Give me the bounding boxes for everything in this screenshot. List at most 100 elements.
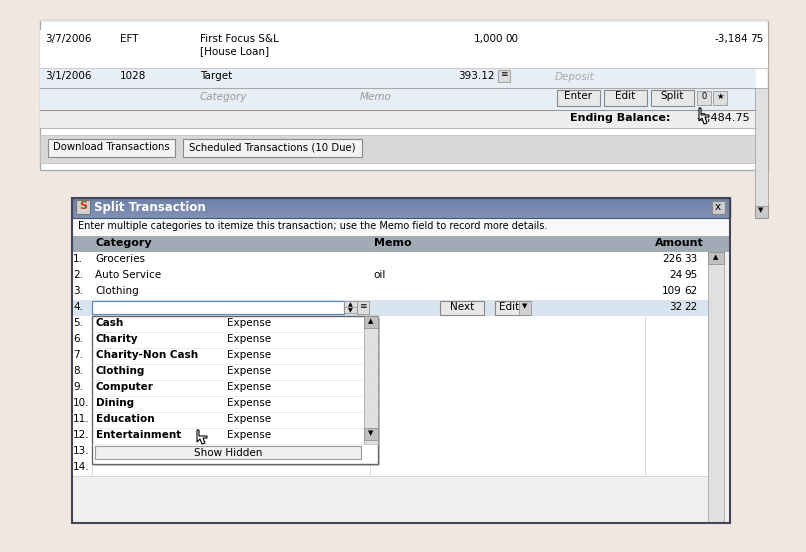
Bar xyxy=(72,460,714,476)
Bar xyxy=(72,236,730,252)
Text: 7.: 7. xyxy=(73,350,83,360)
Text: Dining: Dining xyxy=(96,398,134,408)
Text: 1.: 1. xyxy=(73,254,83,264)
Text: 11.: 11. xyxy=(73,414,89,424)
Text: Entertainment: Entertainment xyxy=(96,430,181,440)
Bar xyxy=(92,316,378,464)
Bar xyxy=(72,412,714,428)
Bar xyxy=(183,139,363,157)
Text: Charity-Non Cash: Charity-Non Cash xyxy=(96,350,198,360)
Text: EFT: EFT xyxy=(120,34,139,44)
Bar xyxy=(72,316,714,332)
Text: Memo: Memo xyxy=(360,92,392,102)
Text: 13.: 13. xyxy=(73,446,89,456)
Text: ▼: ▼ xyxy=(758,207,764,213)
Text: 9.: 9. xyxy=(73,382,83,392)
Text: Category: Category xyxy=(96,238,152,248)
Text: Expense: Expense xyxy=(227,430,271,440)
Bar xyxy=(72,348,714,364)
Text: ▲: ▲ xyxy=(713,254,719,260)
Bar xyxy=(519,301,531,315)
Text: ≡: ≡ xyxy=(359,302,367,311)
Text: Next: Next xyxy=(450,302,474,312)
Text: Expense: Expense xyxy=(227,382,271,392)
Text: Ending Balance:: Ending Balance: xyxy=(570,113,671,123)
Text: Category: Category xyxy=(200,92,247,102)
Text: 75: 75 xyxy=(750,34,763,44)
Bar xyxy=(40,88,756,110)
Bar xyxy=(40,110,768,128)
Bar xyxy=(72,198,730,523)
Text: oil: oil xyxy=(373,270,385,280)
Bar xyxy=(92,301,344,314)
Bar xyxy=(440,301,484,315)
Text: 2.: 2. xyxy=(73,270,83,280)
Bar xyxy=(557,90,600,106)
Text: 4.: 4. xyxy=(73,302,83,312)
Text: ▲: ▲ xyxy=(347,302,352,307)
Text: Enter: Enter xyxy=(564,91,592,101)
Text: Edit: Edit xyxy=(615,91,635,101)
Bar xyxy=(357,301,369,314)
Text: ▼: ▼ xyxy=(368,430,374,436)
Text: 10.: 10. xyxy=(73,398,89,408)
Bar xyxy=(712,201,725,214)
Bar xyxy=(604,90,647,106)
Text: Clothing: Clothing xyxy=(96,366,145,376)
Bar xyxy=(72,198,730,523)
Text: 5.: 5. xyxy=(73,318,83,328)
Text: 0: 0 xyxy=(701,92,707,101)
Text: Expense: Expense xyxy=(227,318,271,328)
Text: 393.12: 393.12 xyxy=(459,71,495,81)
Bar xyxy=(755,88,768,218)
Text: ▼: ▼ xyxy=(347,308,352,313)
Text: Auto Service: Auto Service xyxy=(95,270,161,280)
Text: Clothing: Clothing xyxy=(95,286,139,296)
Bar xyxy=(72,268,714,284)
Bar xyxy=(72,300,714,316)
Text: Groceries: Groceries xyxy=(95,254,145,264)
Text: ★: ★ xyxy=(717,92,724,101)
Bar xyxy=(72,332,714,348)
Bar xyxy=(40,20,768,170)
Text: Cash: Cash xyxy=(96,318,124,328)
Bar xyxy=(495,301,530,315)
Text: Expense: Expense xyxy=(227,366,271,376)
Bar xyxy=(708,252,724,523)
Bar xyxy=(72,428,714,444)
Text: 3.: 3. xyxy=(73,286,83,296)
Text: Amount: Amount xyxy=(655,238,704,248)
Text: ▲: ▲ xyxy=(368,318,374,324)
Text: Computer: Computer xyxy=(96,382,154,392)
Bar xyxy=(651,90,694,106)
Text: Split: Split xyxy=(660,91,683,101)
Bar xyxy=(95,446,361,459)
Text: Expense: Expense xyxy=(227,350,271,360)
Bar xyxy=(72,380,714,396)
Bar xyxy=(72,364,714,380)
Text: 6.: 6. xyxy=(73,334,83,344)
Bar xyxy=(40,30,768,68)
Bar xyxy=(48,139,175,157)
Text: Charity: Charity xyxy=(96,334,139,344)
Bar xyxy=(94,318,380,466)
Bar xyxy=(344,301,357,308)
Text: Expense: Expense xyxy=(227,334,271,344)
Text: 109: 109 xyxy=(663,286,682,296)
Text: Edit: Edit xyxy=(499,302,519,312)
Bar xyxy=(76,200,90,214)
Bar xyxy=(364,316,378,444)
Text: 1,000: 1,000 xyxy=(473,34,503,44)
Bar xyxy=(498,70,510,82)
Bar xyxy=(708,252,724,264)
Text: 14.: 14. xyxy=(73,462,89,472)
Text: Enter multiple categories to itemize this transaction; use the Memo field to rec: Enter multiple categories to itemize thi… xyxy=(78,221,547,231)
Bar xyxy=(72,284,714,300)
Text: 3/1/2006: 3/1/2006 xyxy=(45,71,92,81)
Text: Expense: Expense xyxy=(227,414,271,424)
Text: Scheduled Transactions (10 Due): Scheduled Transactions (10 Due) xyxy=(189,142,356,152)
Bar xyxy=(72,252,714,268)
Text: 32: 32 xyxy=(669,302,682,312)
Text: 12.: 12. xyxy=(73,430,89,440)
Text: S: S xyxy=(79,201,87,211)
